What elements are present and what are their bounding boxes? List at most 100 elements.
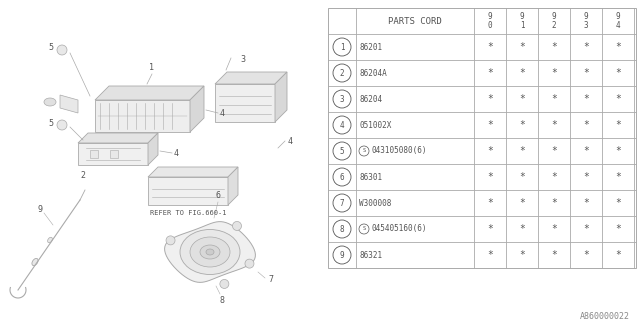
Text: *: * [551, 146, 557, 156]
Text: 86201: 86201 [359, 43, 382, 52]
Polygon shape [228, 167, 238, 205]
Text: *: * [615, 198, 621, 208]
Text: 8: 8 [340, 225, 344, 234]
Text: 5: 5 [340, 147, 344, 156]
Text: 86204A: 86204A [359, 68, 387, 77]
Text: *: * [583, 250, 589, 260]
Bar [110, 150, 118, 158]
Ellipse shape [200, 245, 220, 259]
Ellipse shape [44, 98, 56, 106]
Circle shape [232, 221, 241, 230]
Text: 043105080(6): 043105080(6) [371, 147, 426, 156]
Circle shape [245, 259, 254, 268]
Text: 5: 5 [48, 118, 53, 127]
Text: *: * [551, 68, 557, 78]
Text: *: * [615, 94, 621, 104]
Text: S: S [362, 227, 365, 231]
Text: *: * [487, 42, 493, 52]
Ellipse shape [47, 237, 52, 243]
Ellipse shape [32, 259, 38, 266]
Text: *: * [583, 68, 589, 78]
Text: *: * [551, 172, 557, 182]
Polygon shape [215, 72, 287, 84]
Text: *: * [519, 198, 525, 208]
Text: *: * [487, 198, 493, 208]
Text: 7: 7 [268, 276, 273, 284]
Text: A860000022: A860000022 [580, 312, 630, 320]
Text: *: * [551, 42, 557, 52]
Text: 86301: 86301 [359, 172, 382, 181]
Text: 86204: 86204 [359, 94, 382, 103]
Text: PARTS CORD: PARTS CORD [388, 17, 442, 26]
Text: 6: 6 [216, 191, 221, 200]
Text: 4: 4 [220, 109, 225, 118]
Text: *: * [615, 146, 621, 156]
Text: *: * [583, 94, 589, 104]
Polygon shape [148, 133, 158, 165]
Text: 3: 3 [340, 94, 344, 103]
Text: 9
4: 9 4 [616, 12, 620, 30]
Polygon shape [95, 100, 190, 132]
Text: *: * [487, 68, 493, 78]
Text: *: * [551, 120, 557, 130]
Text: 9: 9 [38, 205, 42, 214]
Bar [90, 150, 98, 158]
Ellipse shape [180, 229, 240, 275]
Text: 3: 3 [241, 55, 246, 64]
Text: *: * [519, 42, 525, 52]
Polygon shape [190, 86, 204, 132]
Text: 051002X: 051002X [359, 121, 392, 130]
Text: *: * [583, 172, 589, 182]
Text: 8: 8 [220, 296, 225, 305]
Ellipse shape [190, 237, 230, 267]
Polygon shape [164, 222, 255, 282]
Text: *: * [487, 224, 493, 234]
Text: 2: 2 [80, 171, 85, 180]
Text: 1: 1 [150, 63, 154, 72]
Text: *: * [615, 250, 621, 260]
Text: 045405160(6): 045405160(6) [371, 225, 426, 234]
Polygon shape [275, 72, 287, 122]
Text: *: * [487, 94, 493, 104]
Polygon shape [78, 133, 158, 143]
Text: *: * [583, 120, 589, 130]
Text: *: * [551, 250, 557, 260]
Text: 4: 4 [174, 149, 179, 158]
Polygon shape [148, 177, 228, 205]
Text: *: * [487, 172, 493, 182]
Circle shape [166, 236, 175, 245]
Text: *: * [519, 224, 525, 234]
Text: 5: 5 [48, 44, 53, 52]
Text: 9
3: 9 3 [584, 12, 588, 30]
Text: 9
1: 9 1 [520, 12, 524, 30]
Circle shape [220, 279, 229, 288]
Circle shape [57, 120, 67, 130]
Polygon shape [60, 95, 78, 113]
Text: *: * [615, 68, 621, 78]
Text: 4: 4 [340, 121, 344, 130]
Polygon shape [148, 167, 238, 177]
Text: *: * [615, 120, 621, 130]
Text: *: * [551, 94, 557, 104]
Text: *: * [583, 42, 589, 52]
Text: *: * [615, 224, 621, 234]
Text: *: * [551, 224, 557, 234]
Text: *: * [519, 68, 525, 78]
Polygon shape [95, 86, 204, 100]
Text: 4: 4 [287, 138, 292, 147]
Text: 1: 1 [340, 43, 344, 52]
Text: *: * [519, 120, 525, 130]
Text: 9: 9 [340, 251, 344, 260]
Ellipse shape [206, 249, 214, 255]
Text: *: * [519, 146, 525, 156]
Text: 6: 6 [340, 172, 344, 181]
Text: 7: 7 [340, 198, 344, 207]
Text: REFER TO FIG.660-1: REFER TO FIG.660-1 [150, 210, 227, 216]
Text: 9
0: 9 0 [488, 12, 492, 30]
Polygon shape [78, 143, 148, 165]
Text: *: * [487, 120, 493, 130]
Text: *: * [519, 172, 525, 182]
Text: 2: 2 [340, 68, 344, 77]
Text: 9
2: 9 2 [552, 12, 556, 30]
Circle shape [57, 45, 67, 55]
